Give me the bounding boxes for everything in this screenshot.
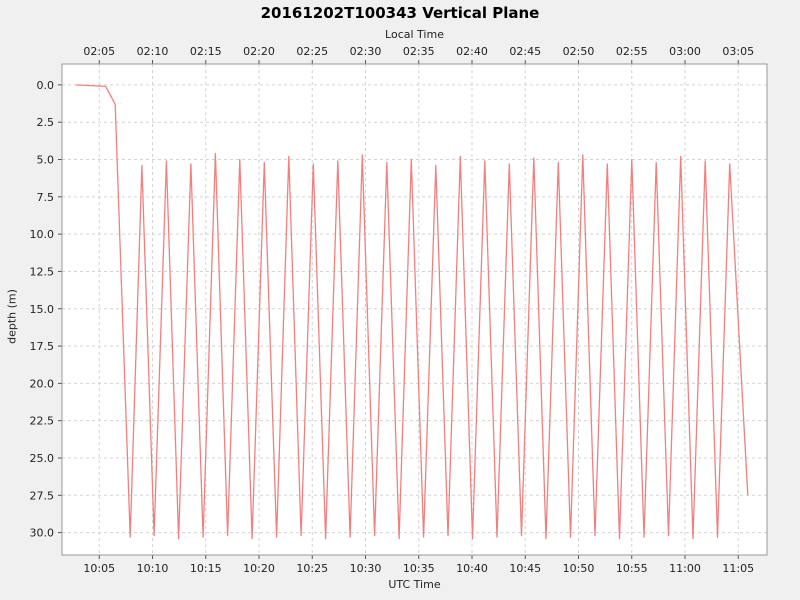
depth-tick-label: 15.0 — [30, 303, 55, 316]
y-axis-title: depth (m) — [5, 289, 19, 344]
utc-tick-label: 10:50 — [563, 562, 595, 575]
chart-title: 20161202T100343 Vertical Plane — [260, 4, 540, 22]
local-tick-label: 02:50 — [563, 45, 595, 58]
utc-tick-label: 10:15 — [190, 562, 222, 575]
local-tick-label: 02:55 — [616, 45, 648, 58]
local-tick-label: 02:40 — [456, 45, 488, 58]
local-tick-label: 02:20 — [243, 45, 275, 58]
depth-tick-label: 22.5 — [30, 415, 55, 428]
local-tick-label: 02:45 — [509, 45, 541, 58]
utc-tick-label: 10:40 — [456, 562, 488, 575]
utc-tick-label: 11:05 — [722, 562, 754, 575]
local-tick-label: 03:05 — [722, 45, 754, 58]
top-axis-title: Local Time — [385, 28, 444, 41]
utc-tick-label: 10:55 — [616, 562, 648, 575]
depth-tick-label: 7.5 — [37, 191, 55, 204]
utc-tick-label: 10:35 — [403, 562, 435, 575]
depth-tick-label: 17.5 — [30, 340, 55, 353]
utc-tick-label: 10:10 — [137, 562, 169, 575]
local-tick-label: 02:25 — [296, 45, 328, 58]
local-tick-label: 02:35 — [403, 45, 435, 58]
bottom-axis-title: UTC Time — [388, 578, 441, 591]
depth-line — [75, 84, 749, 540]
local-tick-label: 03:00 — [669, 45, 701, 58]
utc-tick-label: 10:30 — [350, 562, 382, 575]
depth-tick-label: 30.0 — [30, 527, 55, 540]
depth-tick-label: 25.0 — [30, 452, 55, 465]
depth-tick-label: 10.0 — [30, 228, 55, 241]
depth-tick-label: 27.5 — [30, 489, 55, 502]
depth-tick-label: 5.0 — [37, 154, 55, 167]
local-tick-label: 02:05 — [83, 45, 115, 58]
depth-tick-label: 2.5 — [37, 116, 55, 129]
utc-tick-label: 11:00 — [669, 562, 701, 575]
utc-tick-label: 10:25 — [296, 562, 328, 575]
plot-border — [61, 63, 768, 556]
local-tick-label: 02:30 — [350, 45, 382, 58]
utc-tick-label: 10:05 — [83, 562, 115, 575]
depth-tick-label: 12.5 — [30, 265, 55, 278]
utc-tick-label: 10:20 — [243, 562, 275, 575]
local-tick-label: 02:15 — [190, 45, 222, 58]
plot-area — [62, 64, 767, 555]
utc-tick-label: 10:45 — [509, 562, 541, 575]
depth-tick-label: 20.0 — [30, 377, 55, 390]
local-tick-label: 02:10 — [137, 45, 169, 58]
depth-tick-label: 0.0 — [37, 79, 55, 92]
